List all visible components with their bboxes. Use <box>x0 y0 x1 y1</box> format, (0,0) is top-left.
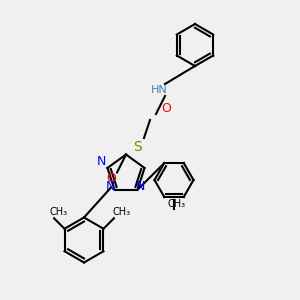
Text: N: N <box>105 180 115 193</box>
Text: N: N <box>136 180 145 193</box>
Text: O: O <box>162 101 171 115</box>
Text: CH₃: CH₃ <box>50 207 68 217</box>
Text: CH₃: CH₃ <box>168 199 186 209</box>
Text: N: N <box>97 155 106 168</box>
Text: S: S <box>134 140 142 154</box>
Text: HN: HN <box>151 85 167 95</box>
Text: CH₃: CH₃ <box>112 207 130 217</box>
Text: O: O <box>106 172 116 184</box>
